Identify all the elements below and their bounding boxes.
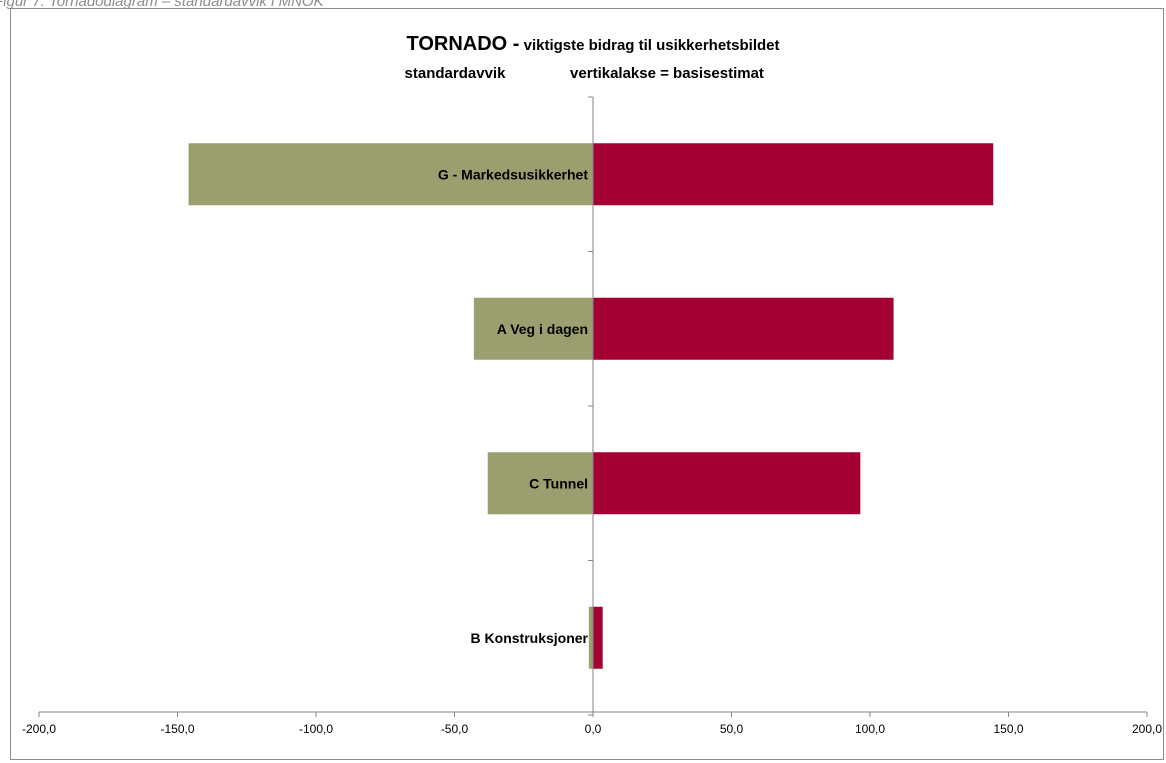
chart-frame [10,8,1164,760]
figure-caption: Figur 7: Tornadodiagram – standardavvik … [0,0,324,10]
chart-subtitle-left: standardavvik [405,65,507,82]
category-label: A Veg i dagen [497,321,588,337]
chart-title-line1: TORNADO - viktigste bidrag til usikkerhe… [406,33,779,55]
chart-subtitle-right: vertikalakse = basisestimat [570,65,764,82]
x-tick-label: 150,0 [993,722,1023,736]
axis-layer: -200,0 -150,0 -100,0 -50,0 0,0 50,0 100,0 150,0… [22,96,1162,736]
chart-title-main: TORNADO - [406,33,519,55]
x-tick-label: 50,0 [720,722,744,736]
x-tick-label: 0,0 [585,722,602,736]
bars-layer [188,143,994,669]
x-tick-label: -50,0 [441,722,469,736]
x-tick-label: 100,0 [855,722,885,736]
category-label: G - Markedsusikkerhet [438,166,589,182]
bar-series0-1 [473,297,593,360]
chart-title-rest: viktigste bidrag til usikkerhetsbildet [519,37,779,54]
x-tick-label: -100,0 [299,722,333,736]
x-tick-label: -200,0 [22,722,56,736]
category-label: B Konstruksjoner [471,630,589,646]
bar-series1-0 [593,143,994,206]
bar-series0-0 [188,143,593,206]
bar-series1-3 [593,606,603,669]
x-tick-label: -150,0 [160,722,194,736]
x-tick-label: 200,0 [1132,722,1162,736]
bar-series0-3 [588,606,593,669]
bar-series1-1 [593,297,894,360]
labels-layer: G - Markedsusikkerhet A Veg i dagen C Tunn… [438,166,589,646]
bar-series1-2 [593,452,861,515]
category-label: C Tunnel [529,475,588,491]
bar-series0-2 [487,452,593,515]
